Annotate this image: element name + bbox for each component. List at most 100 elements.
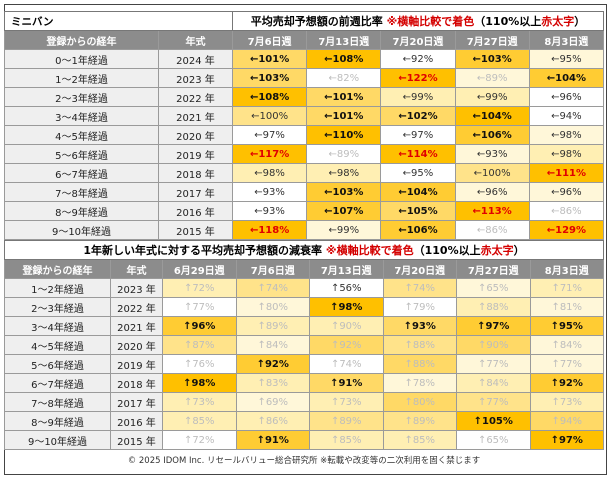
table-row: 5～6年経過 2019 年 ↑76% ↑92% ↑74% ↑88% ↑77% ↑77%: [4, 354, 604, 374]
week-column-header: 7月27日週: [454, 30, 530, 50]
ratio-cell: ←110%: [306, 125, 382, 145]
row-age-label: 7～8年経過: [4, 182, 159, 202]
ratio-cell: ←101%: [306, 106, 382, 126]
table2-note-rest: （110%以上: [413, 244, 481, 257]
table-row: 1～2年経過 2023 年 ↑72% ↑74% ↑56% ↑74% ↑65% ↑71%: [4, 278, 604, 298]
ratio-cell: ←97%: [231, 125, 308, 145]
ratio-cell: ↑84%: [529, 335, 604, 355]
copyright-footer: © 2025 IDOM Inc. リセールバリュー総合研究所 ※転載や改変等の二…: [127, 456, 481, 466]
table-row: 6～7年経過 2018 年 ↑98% ↑83% ↑91% ↑78% ↑84% ↑92%: [4, 373, 604, 393]
ratio-cell: ↑77%: [456, 354, 531, 374]
table-row: 4～5年経過 2020 年 ←97% ←110% ←97% ←106% ←98%: [4, 125, 605, 145]
row-age-label: 1～2年経過: [4, 68, 159, 88]
table2-note-red: 赤太字: [480, 244, 514, 257]
row-age-label: 6～7年経過: [4, 373, 111, 393]
ratio-cell: ↑65%: [456, 278, 531, 298]
ratio-cell: ↑84%: [235, 335, 310, 355]
ratio-cell: ↑73%: [309, 392, 384, 412]
ratio-cell: ←89%: [306, 144, 382, 164]
ratio-cell: ↑76%: [162, 354, 237, 374]
row-age-label: 6～7年経過: [4, 163, 159, 183]
table-row: 2～3年経過 2022 年 ←108% ←101% ←99% ←99% ←96%: [4, 87, 605, 107]
table-row: 7～8年経過 2017 年 ←93% ←103% ←104% ←96% ←96%: [4, 182, 605, 202]
ratio-cell: ←98%: [306, 163, 382, 183]
ratio-cell: ↑96%: [162, 316, 237, 336]
ratio-cell: ←104%: [454, 106, 530, 126]
ratio-cell: ↑86%: [235, 411, 310, 431]
row-age-label: 0～1年経過: [4, 49, 159, 69]
ratio-cell: ↑95%: [529, 316, 604, 336]
decay-rate-table: 1年新しい年式に対する平均売却予想額の減衰率 ※横軸比較で着色（110%以上赤太…: [4, 240, 604, 450]
row-age-label: 9～10年経過: [4, 430, 111, 450]
row-year-label: 2022 年: [158, 87, 233, 107]
ratio-cell: ←86%: [454, 220, 530, 240]
ratio-cell: ←129%: [528, 220, 605, 240]
table1-title-row: ミニバン 平均売却予想額の前週比率 ※横軸比較で着色（110%以上赤太字）: [4, 11, 604, 31]
ratio-cell: ↑88%: [456, 297, 531, 317]
ratio-cell: ↑73%: [162, 392, 237, 412]
row-year-label: 2023 年: [158, 68, 233, 88]
ratio-cell: ↑91%: [235, 430, 310, 450]
ratio-cell: ↑77%: [162, 297, 237, 317]
ratio-cell: ←98%: [528, 144, 605, 164]
ratio-cell: ↑77%: [456, 392, 531, 412]
ratio-cell: ←100%: [454, 163, 530, 183]
ratio-cell: ←96%: [454, 182, 530, 202]
row-year-label: 2015 年: [158, 220, 233, 240]
ratio-cell: ↑105%: [456, 411, 531, 431]
ratio-cell: ↑87%: [162, 335, 237, 355]
row-age-label: 8～9年経過: [4, 201, 159, 221]
row-age-label: 1～2年経過: [4, 278, 111, 298]
week-column-header: 7月13日週: [306, 30, 382, 50]
ratio-cell: ←103%: [306, 182, 382, 202]
ratio-cell: ↑74%: [382, 278, 457, 298]
ratio-cell: ←86%: [528, 201, 605, 221]
table-row: 3～4年経過 2021 年 ←100% ←101% ←102% ←104% ←94%: [4, 106, 605, 126]
ratio-cell: ←104%: [380, 182, 456, 202]
ratio-cell: ←98%: [231, 163, 308, 183]
table2-title-row: 1年新しい年式に対する平均売却予想額の減衰率 ※横軸比較で着色（110%以上赤太…: [4, 240, 604, 260]
ratio-cell: ↑74%: [235, 278, 310, 298]
table1-note-rest: （110%以上: [474, 15, 542, 28]
ratio-cell: ↑94%: [529, 411, 604, 431]
table-row: 4～5年経過 2020 年 ↑87% ↑84% ↑92% ↑88% ↑90% ↑84%: [4, 335, 604, 355]
row-year-label: 2019 年: [158, 144, 233, 164]
row-age-label: 2～3年経過: [4, 87, 159, 107]
week-column-header: 7月6日週: [235, 259, 310, 279]
ratio-cell: ←100%: [231, 106, 308, 126]
table-row: 0～1年経過 2024 年 ←101% ←108% ←92% ←103% ←95%: [4, 49, 605, 69]
ratio-cell: ↑72%: [162, 278, 237, 298]
ratio-cell: ←93%: [454, 144, 530, 164]
ratio-cell: ←103%: [454, 49, 530, 69]
weekly-ratio-table: ミニバン 平均売却予想額の前週比率 ※横軸比較で着色（110%以上赤太字） 登録…: [4, 11, 605, 240]
row-year-label: 2020 年: [110, 335, 163, 355]
ratio-cell: ←95%: [528, 49, 605, 69]
table-row: 8～9年経過 2016 年 ←93% ←107% ←105% ←113% ←86%: [4, 201, 605, 221]
week-column-header: 8月3日週: [528, 30, 605, 50]
row-age-label: 4～5年経過: [4, 125, 159, 145]
row-year-label: 2015 年: [110, 430, 163, 450]
ratio-cell: ↑56%: [309, 278, 384, 298]
ratio-cell: ↑84%: [456, 373, 531, 393]
ratio-cell: ↑85%: [309, 430, 384, 450]
ratio-cell: ↑88%: [382, 335, 457, 355]
ratio-cell: ←99%: [380, 87, 456, 107]
row-year-label: 2019 年: [110, 354, 163, 374]
row-age-label: 9～10年経過: [4, 220, 159, 240]
ratio-cell: ←92%: [380, 49, 456, 69]
table-row: 2～3年経過 2022 年 ↑77% ↑80% ↑98% ↑79% ↑88% ↑81%: [4, 297, 604, 317]
row-year-label: 2020 年: [158, 125, 233, 145]
ratio-cell: ↑90%: [456, 335, 531, 355]
ratio-cell: ↑92%: [529, 373, 604, 393]
ratio-cell: ←98%: [528, 125, 605, 145]
age-column-header: 登録からの経年: [4, 259, 111, 279]
row-year-label: 2023 年: [110, 278, 163, 298]
category-label: ミニバン: [4, 11, 233, 31]
age-column-header: 登録からの経年: [4, 30, 159, 50]
week-column-header: 7月6日週: [231, 30, 308, 50]
table1-header-row: 登録からの経年 年式 7月6日週 7月13日週 7月20日週 7月27日週 8月3日週: [4, 30, 605, 50]
table-row: 3～4年経過 2021 年 ↑96% ↑89% ↑90% ↑93% ↑97% ↑95%: [4, 316, 604, 336]
ratio-cell: ←99%: [454, 87, 530, 107]
ratio-cell: ↑92%: [309, 335, 384, 355]
table2-header-row: 登録からの経年 年式 6月29日週 7月6日週 7月13日週 7月20日週 7月27日週…: [4, 259, 604, 279]
